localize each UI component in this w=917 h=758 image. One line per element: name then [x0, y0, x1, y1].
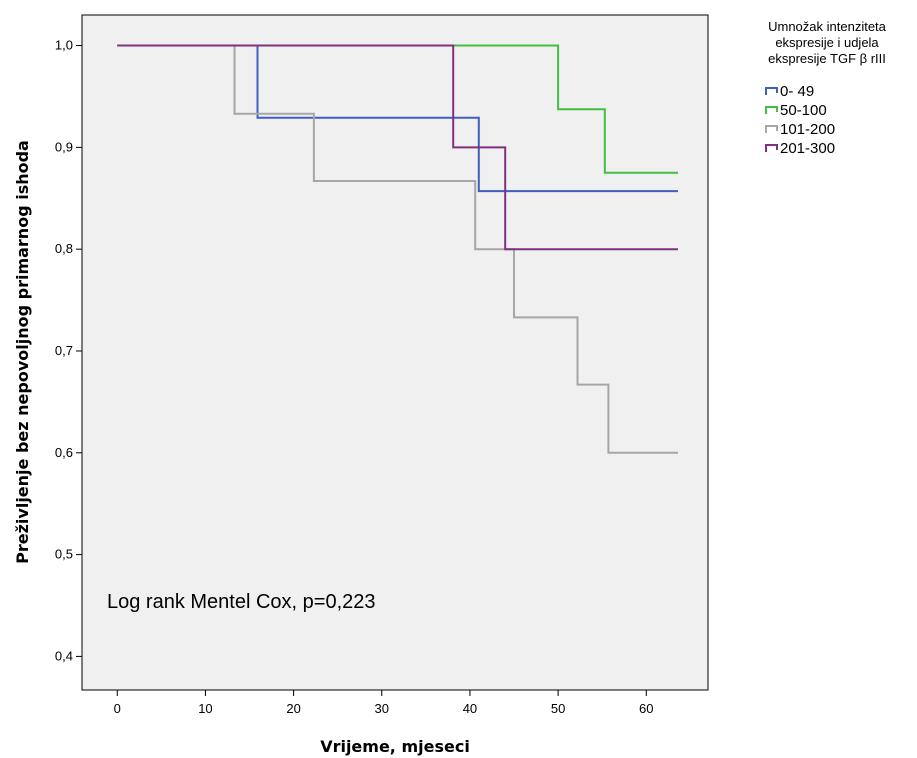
- x-tick-label: 60: [639, 701, 653, 716]
- x-tick-label: 0: [114, 701, 121, 716]
- legend-title-line-3: ekspresije TGF β rIII: [768, 51, 886, 66]
- x-tick-label: 20: [286, 701, 300, 716]
- legend-swatch: [765, 106, 778, 114]
- y-tick-label: 0,7: [55, 343, 73, 358]
- x-tick-label: 50: [551, 701, 565, 716]
- survival-curve-series-4: [117, 44, 678, 251]
- log-rank-annotation: Log rank Mentel Cox, p=0,223: [107, 591, 376, 613]
- x-axis-title: Vrijeme, mjeseci: [320, 737, 470, 756]
- y-tick-label: 0,4: [55, 648, 73, 663]
- y-tick-label: 0,9: [55, 139, 73, 154]
- legend-title-line-2: ekspresije i udjela: [775, 35, 879, 50]
- x-tick-label: 10: [198, 701, 212, 716]
- x-tick-label: 40: [463, 701, 477, 716]
- legend-label-series-1: 0- 49: [780, 83, 814, 100]
- survival-curves: [117, 44, 678, 454]
- plot-area: [81, 14, 709, 691]
- y-axis: 0,4 0,5 0,6 0,7 0,8 0,9 1,0: [55, 38, 82, 663]
- legend: Umnožak intenziteta ekspresije i udjela …: [765, 19, 887, 157]
- legend-label-series-2: 50-100: [780, 102, 827, 119]
- legend-label-series-3: 101-200: [780, 121, 835, 138]
- x-tick-label: 30: [375, 701, 389, 716]
- y-tick-label: 0,5: [55, 547, 73, 562]
- legend-swatch: [765, 125, 778, 133]
- y-tick-label: 1,0: [55, 38, 73, 53]
- y-tick-label: 0,6: [55, 445, 73, 460]
- y-tick-label: 0,8: [55, 241, 73, 256]
- legend-label-series-4: 201-300: [780, 140, 835, 157]
- legend-swatch: [765, 144, 778, 152]
- legend-swatch: [765, 87, 778, 95]
- survival-curve-series-2: [117, 44, 678, 174]
- legend-title-line-1: Umnožak intenziteta: [768, 19, 887, 34]
- x-axis: 0 10 20 30 40 50 60: [114, 690, 654, 716]
- survival-curve-series-3: [117, 44, 678, 454]
- y-axis-title: Preživljenje bez nepovoljnog primarnog i…: [13, 140, 32, 564]
